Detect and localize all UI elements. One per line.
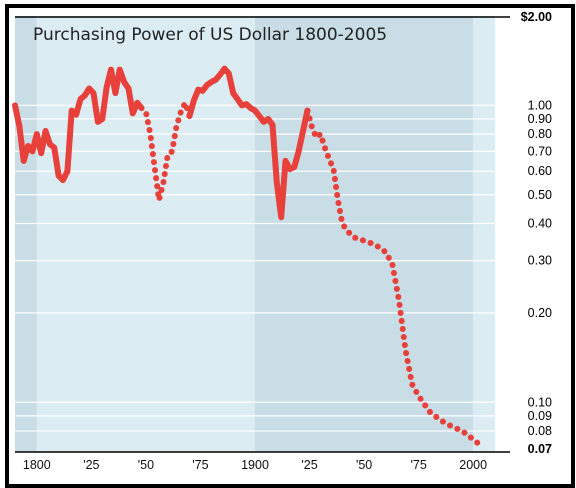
chart-title: Purchasing Power of US Dollar 1800-2005 <box>33 25 387 45</box>
series-segment-1-dotted <box>138 99 193 203</box>
x-tick-label: '25 <box>83 458 99 472</box>
y-tick-label: 0.10 <box>528 395 552 409</box>
x-tick-label: '75 <box>410 458 426 472</box>
series-segment-2-solid <box>186 65 311 221</box>
y-tick-label: 0.07 <box>528 442 552 456</box>
background-bands <box>15 16 495 452</box>
series-segment-0-solid <box>12 66 145 184</box>
y-tick-label: 0.20 <box>528 306 552 320</box>
x-tick-labels: 1800 '25 '50 '75 1900 '25 '50 '75 2000 <box>23 458 487 472</box>
y-tick-label: 0.90 <box>528 112 552 126</box>
band-1 <box>36 16 256 452</box>
x-tick-label: '50 <box>138 458 154 472</box>
y-tick-label: 0.08 <box>528 424 552 438</box>
y-tick-label: 1.00 <box>528 98 552 112</box>
y-tick-label: 0.80 <box>528 127 552 141</box>
y-tick-label: 0.40 <box>528 217 552 231</box>
x-tick-label: 1900 <box>241 458 269 472</box>
series-segment-3-dotted <box>304 107 485 450</box>
data-lines <box>12 65 485 450</box>
band-3 <box>473 16 495 452</box>
y-tick-label: $2.00 <box>521 10 552 24</box>
y-tick-label: 0.09 <box>528 409 552 423</box>
gridlines <box>15 16 510 453</box>
x-tick-label: '50 <box>356 458 372 472</box>
x-tick-label: 2000 <box>459 458 487 472</box>
x-tick-label: 1800 <box>23 458 51 472</box>
x-tick-label: '75 <box>192 458 208 472</box>
y-tick-label: 0.70 <box>528 144 552 158</box>
band-0 <box>15 16 37 452</box>
y-tick-label: 0.30 <box>528 254 552 268</box>
band-2 <box>255 16 474 452</box>
y-tick-label: 0.60 <box>528 164 552 178</box>
y-tick-labels: $2.00 1.000.900.80 0.70 0.60 0.50 0.40 0.30 0.2… <box>521 10 552 456</box>
y-tick-label: 0.50 <box>528 188 552 202</box>
x-tick-label: '25 <box>301 458 317 472</box>
